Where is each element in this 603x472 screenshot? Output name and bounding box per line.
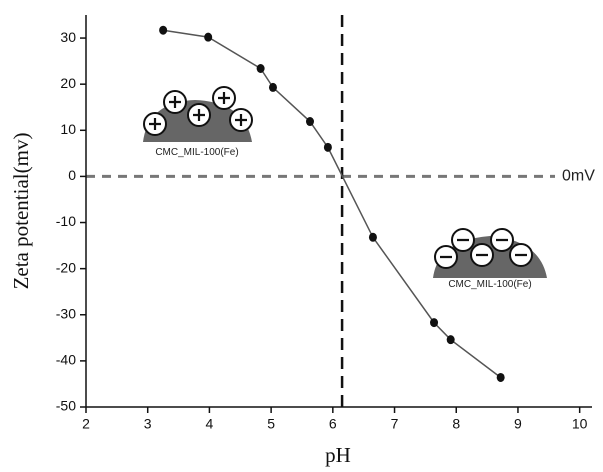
y-tick-label: -40 — [56, 352, 76, 368]
annotation: CMC_MIL-100(Fe) — [448, 279, 531, 290]
x-tick-label: 5 — [267, 416, 275, 432]
x-tick-label: 2 — [82, 416, 90, 432]
y-axis-title: Zeta potential(mv) — [9, 133, 33, 290]
reference-label: 0mV — [562, 168, 595, 185]
x-tick-label: 7 — [391, 416, 399, 432]
y-tick-label: 0 — [68, 167, 76, 183]
y-tick-label: -50 — [56, 398, 76, 414]
data-point — [256, 63, 265, 73]
data-point — [204, 32, 213, 42]
data-point — [268, 82, 277, 92]
annotation: CMC_MIL-100(Fe) — [155, 147, 238, 158]
y-tick-label: -20 — [56, 259, 76, 275]
negative-particle-icon: CMC_MIL-100(Fe) — [433, 228, 547, 290]
x-tick-label: 9 — [514, 416, 522, 432]
x-tick-label: 8 — [452, 416, 460, 432]
data-point — [496, 372, 505, 382]
y-tick-label: 30 — [60, 29, 76, 45]
data-point — [159, 25, 168, 35]
data-point — [368, 232, 377, 242]
data-line — [163, 29, 502, 379]
x-tick-label: 3 — [144, 416, 152, 432]
y-tick-label: -10 — [56, 213, 76, 229]
y-tick-label: 20 — [60, 75, 76, 91]
positive-particle-icon: CMC_MIL-100(Fe) — [143, 86, 253, 158]
x-tick-label: 10 — [572, 416, 588, 432]
x-tick-label: 4 — [206, 416, 214, 432]
data-point — [305, 117, 314, 127]
y-tick-label: 10 — [60, 121, 76, 137]
data-point — [446, 335, 455, 345]
data-point — [430, 318, 439, 328]
x-tick-label: 6 — [329, 416, 337, 432]
y-tick-label: -30 — [56, 305, 76, 321]
x-axis-title: pH — [325, 443, 351, 467]
data-point — [323, 142, 332, 152]
